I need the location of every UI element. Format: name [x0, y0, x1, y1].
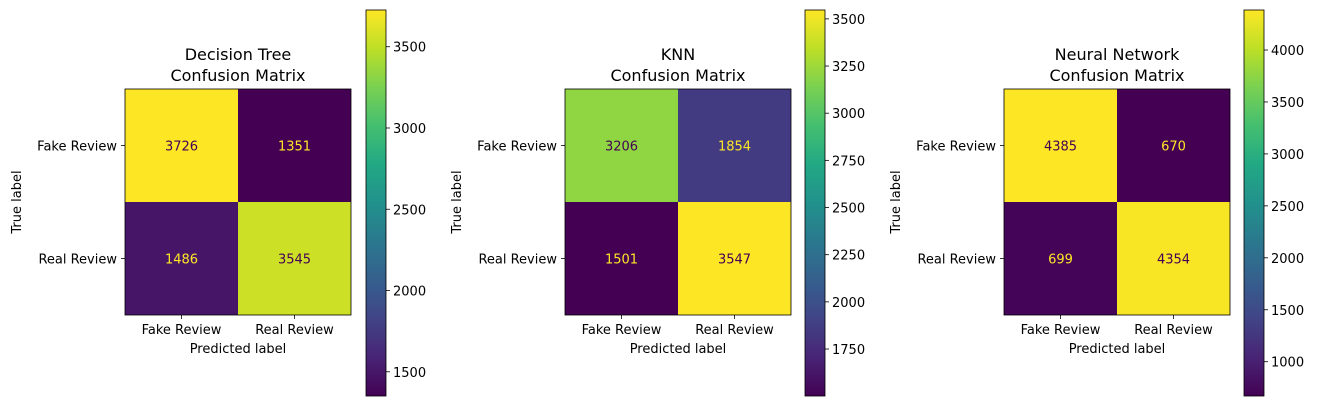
- x-tick-label: Real Review: [695, 323, 774, 338]
- colorbar-tick-label: 3500: [832, 13, 865, 28]
- matrix-cell: [238, 202, 351, 315]
- y-tick-label: Real Review: [917, 253, 996, 268]
- x-axis-label: Predicted label: [630, 342, 727, 357]
- x-tick-label: Fake Review: [1021, 323, 1101, 338]
- cell-value-label: 3545: [278, 253, 311, 268]
- heatmap-frame: [564, 88, 792, 316]
- colorbar: [804, 9, 826, 397]
- cell-value-label: 699: [1048, 253, 1073, 268]
- chart-title: Confusion Matrix: [610, 66, 745, 85]
- chart-title: KNN: [661, 45, 695, 64]
- confusion-matrix-panel: KNN Confusion Matrix 3206 1854 1501 3547 Fake …: [450, 9, 865, 397]
- heatmap-frame: [124, 88, 352, 316]
- colorbar-tick-label: 2500: [1271, 200, 1304, 215]
- colorbar-tick-label: 3000: [393, 122, 426, 137]
- colorbar-tick-label: 3250: [832, 60, 865, 75]
- cell-value-label: 4354: [1157, 253, 1190, 268]
- chart-title: Confusion Matrix: [1049, 66, 1184, 85]
- x-tick-label: Fake Review: [142, 323, 222, 338]
- colorbar-tick-label: 1500: [1271, 304, 1304, 319]
- colorbar-tick-label: 2500: [393, 203, 426, 218]
- x-axis-label: Predicted label: [1069, 342, 1166, 357]
- y-axis-label: True label: [450, 170, 465, 234]
- confusion-matrix-panel: Neural Network Confusion Matrix 4385 670 699…: [889, 9, 1304, 397]
- colorbar-tick-label: 4000: [1271, 44, 1304, 59]
- heatmap-frame: [1003, 88, 1231, 316]
- matrix-cell: [1004, 89, 1117, 202]
- colorbar-tick-label: 2750: [832, 154, 865, 169]
- colorbar-tick-label: 3000: [832, 107, 865, 122]
- colorbar-tick-label: 1750: [832, 343, 865, 358]
- cell-value-label: 3726: [165, 140, 198, 155]
- colorbar-tick-label: 2000: [1271, 252, 1304, 267]
- y-tick-label: Fake Review: [916, 140, 996, 155]
- x-axis-label: Predicted label: [190, 342, 287, 357]
- cell-value-label: 1486: [165, 253, 198, 268]
- colorbar-tick-label: 2000: [832, 296, 865, 311]
- matrix-cell: [678, 89, 791, 202]
- matrix-cell: [1117, 202, 1230, 315]
- matrix-cell: [565, 202, 678, 315]
- y-tick-label: Fake Review: [477, 140, 557, 155]
- cell-value-label: 670: [1161, 140, 1186, 155]
- cell-value-label: 1501: [605, 253, 638, 268]
- colorbar-tick-label: 2000: [393, 285, 426, 300]
- cell-value-label: 1351: [278, 140, 311, 155]
- colorbar-tick-label: 3000: [1271, 148, 1304, 163]
- colorbar-tick-label: 2250: [832, 249, 865, 264]
- matrix-cell: [125, 202, 238, 315]
- colorbar-tick-label: 1500: [393, 366, 426, 381]
- matrix-cell: [125, 89, 238, 202]
- matrix-cell: [1004, 202, 1117, 315]
- cell-value-label: 4385: [1044, 140, 1077, 155]
- chart-title: Neural Network: [1055, 45, 1180, 64]
- x-tick-label: Real Review: [1134, 323, 1213, 338]
- y-tick-label: Real Review: [38, 253, 117, 268]
- colorbar-tick-label: 1000: [1271, 356, 1304, 371]
- y-axis-label: True label: [889, 170, 904, 234]
- cell-value-label: 3206: [605, 140, 638, 155]
- colorbar-tick-label: 3500: [1271, 96, 1304, 111]
- colorbar: [1243, 9, 1265, 397]
- cell-value-label: 3547: [718, 253, 751, 268]
- x-tick-label: Fake Review: [582, 323, 662, 338]
- y-tick-label: Fake Review: [37, 140, 117, 155]
- colorbar: [365, 9, 387, 397]
- colorbar-tick-label: 3500: [393, 41, 426, 56]
- cell-value-label: 1854: [718, 140, 751, 155]
- matrix-cell: [1117, 89, 1230, 202]
- chart-title: Confusion Matrix: [170, 66, 305, 85]
- y-axis-label: True label: [10, 170, 25, 234]
- x-tick-label: Real Review: [255, 323, 334, 338]
- confusion-matrix-panel: Decision Tree Confusion Matrix 3726 1351 148…: [10, 9, 426, 397]
- colorbar-tick-label: 2500: [832, 202, 865, 217]
- matrix-cell: [678, 202, 791, 315]
- y-tick-label: Real Review: [478, 253, 557, 268]
- matrix-cell: [238, 89, 351, 202]
- chart-title: Decision Tree: [185, 45, 292, 64]
- matrix-cell: [565, 89, 678, 202]
